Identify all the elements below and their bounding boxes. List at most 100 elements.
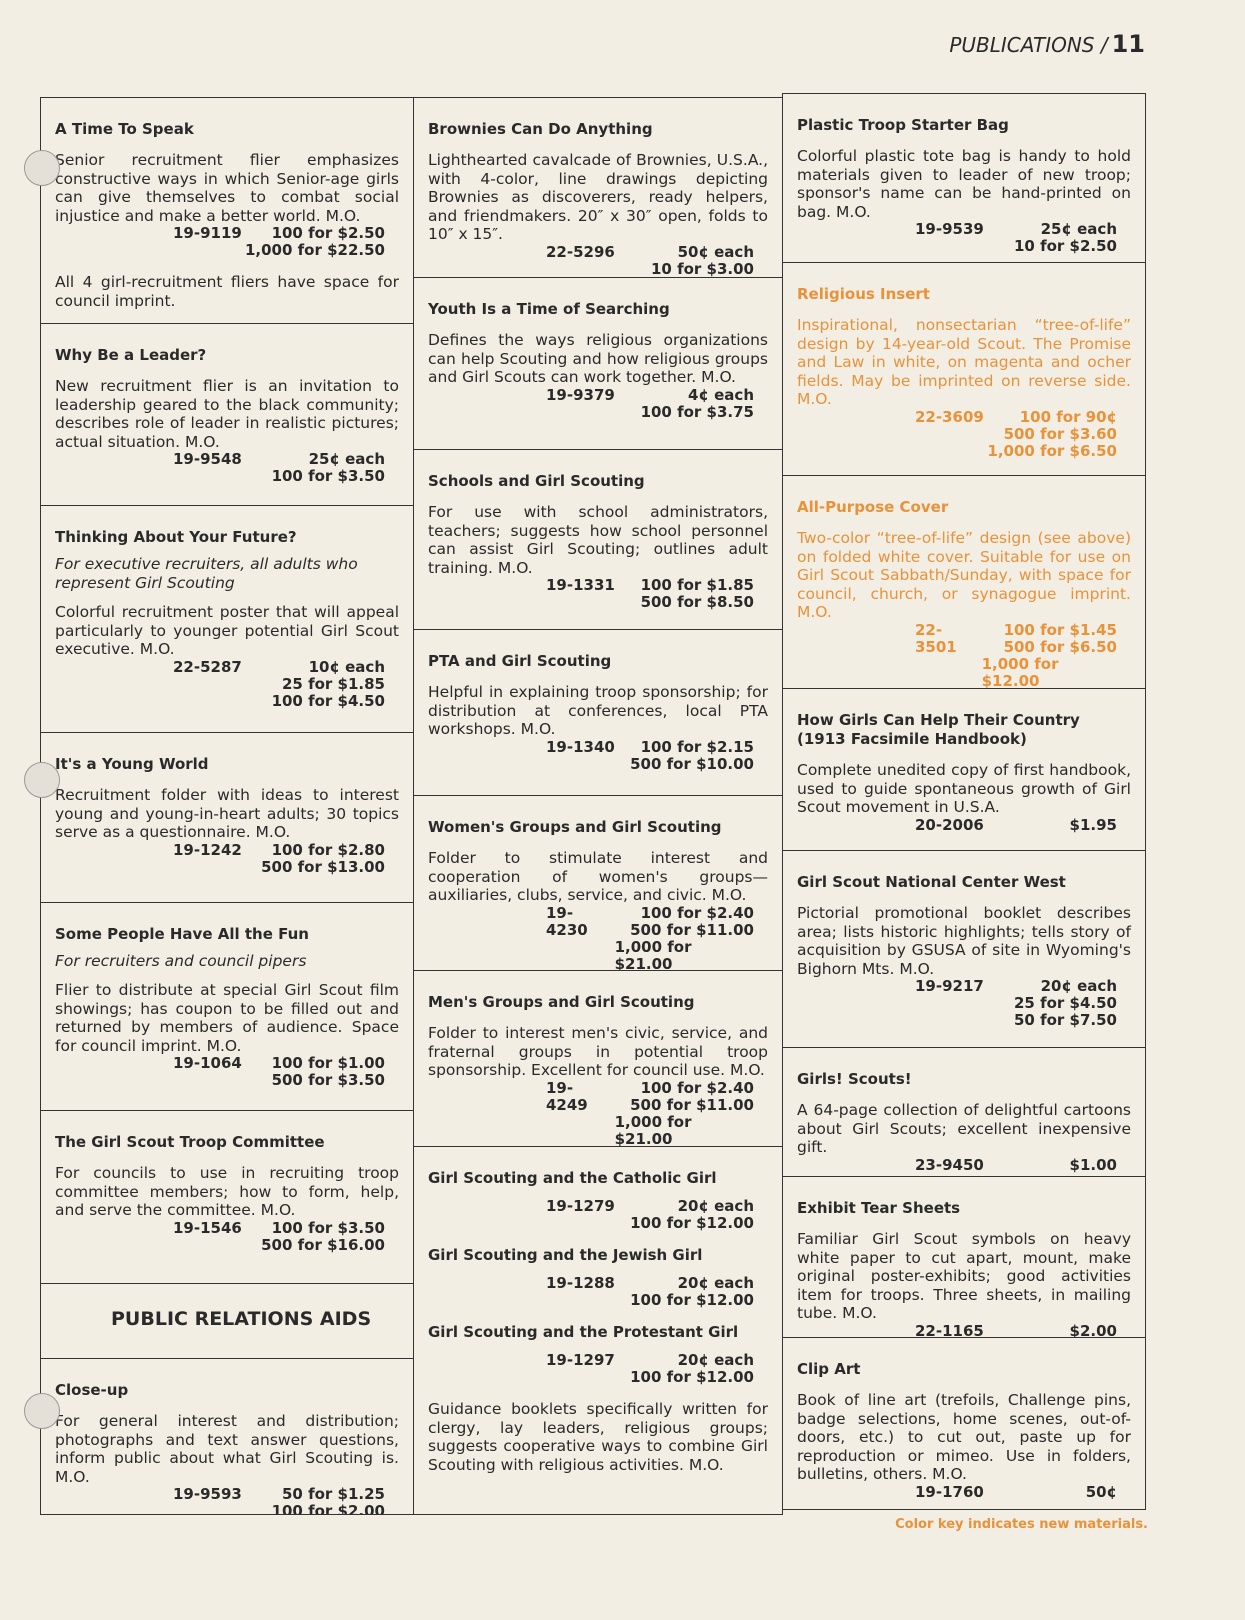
item-note: Guidance booklets specifically written f… xyxy=(428,1400,768,1474)
item-title: Thinking About Your Future? xyxy=(55,528,297,546)
price: 500 for $8.50 xyxy=(640,593,754,611)
price-list: 20¢ each 100 for $12.00 xyxy=(630,1275,754,1309)
item-description: Two-color “tree-of-life” design (see abo… xyxy=(797,529,1131,621)
price: 1,000 for $22.50 xyxy=(244,241,385,259)
item-description: Colorful plastic tote bag is handy to ho… xyxy=(797,147,1131,221)
item-title: Some People Have All the Fun xyxy=(55,925,309,943)
item-code: 19-1546 xyxy=(173,1218,242,1237)
item-title: All-Purpose Cover xyxy=(797,498,949,516)
price: 100 for $12.00 xyxy=(630,1368,754,1386)
item-code: 19-1279 xyxy=(546,1197,615,1215)
item-title: Clip Art xyxy=(797,1360,861,1378)
item-title: Why Be a Leader? xyxy=(55,346,207,364)
order-row: 19-1297 20¢ each 100 for $12.00 xyxy=(428,1352,768,1386)
price-list: 20¢ each 25 for $4.50 50 for $7.50 xyxy=(1014,978,1117,1029)
item-title: Youth Is a Time of Searching xyxy=(428,300,670,318)
price-list: 100 for $1.45 500 for $6.50 1,000 for $12.… xyxy=(982,620,1117,688)
item-title: Brownies Can Do Anything xyxy=(428,120,653,138)
price: 20¢ each xyxy=(677,1351,754,1369)
price: 10 for $2.50 xyxy=(1014,237,1117,255)
item-box: Plastic Troop Starter Bag Colorful plasti… xyxy=(783,93,1145,262)
price: 25¢ each xyxy=(1040,220,1117,238)
item-description: For use with school administrators, teac… xyxy=(428,503,768,577)
price: 10¢ each xyxy=(308,657,385,676)
item-title: Girl Scouting and the Jewish Girl xyxy=(428,1246,703,1264)
price: 25¢ each xyxy=(308,450,385,468)
section-heading: PUBLIC RELATIONS AIDS xyxy=(111,1308,372,1330)
price: 50 for $7.50 xyxy=(1014,1011,1117,1029)
item-code: 19-4249 xyxy=(546,1078,588,1114)
page-header: PUBLICATIONS /11 xyxy=(949,30,1145,58)
item-box: Youth Is a Time of Searching Defines the … xyxy=(414,277,782,449)
order-row: 19-9379 4¢ each 100 for $3.75 xyxy=(428,386,768,421)
price: 50¢ xyxy=(1085,1482,1117,1501)
item-description: Helpful in explaining troop sponsorship;… xyxy=(428,683,768,738)
price: 20¢ each xyxy=(677,1197,754,1215)
order-row: 22-1165 $2.00 xyxy=(797,1321,1131,1337)
order-row: 19-1331 100 for $1.85 500 for $8.50 xyxy=(428,577,768,611)
item-note: All 4 girl-recruitment fliers have space… xyxy=(55,273,399,310)
punch-hole xyxy=(24,150,60,186)
item-code: 22-3609 xyxy=(915,407,984,426)
order-row: 19-9593 50 for $1.25 100 for $2.00 xyxy=(55,1486,399,1515)
price-list: 50¢ each 10 for $3.00 xyxy=(651,243,754,277)
price-list: 100 for $3.50 500 for $16.00 xyxy=(261,1218,385,1254)
order-row: 22-3609 100 for 90¢ 500 for $3.60 1,000 for… xyxy=(797,407,1131,460)
order-row: 20-2006 $1.95 xyxy=(797,816,1131,834)
price: 10 for $3.00 xyxy=(651,259,754,277)
item-box: Religious Insert Inspirational, nonsectar… xyxy=(783,262,1145,475)
item-box: Some People Have All the Fun For recruite… xyxy=(41,902,413,1110)
order-row: 19-1760 50¢ xyxy=(797,1482,1131,1501)
item-title: Schools and Girl Scouting xyxy=(428,472,645,490)
order-row: 19-1340 100 for $2.15 500 for $10.00 xyxy=(428,737,768,773)
item-code: 22-5296 xyxy=(546,242,615,261)
price: 500 for $3.50 xyxy=(271,1071,385,1089)
item-code: 23-9450 xyxy=(915,1155,984,1174)
item-box: Why Be a Leader? New recruitment flier is… xyxy=(41,323,413,505)
price-list: 100 for $2.50 1,000 for $22.50 xyxy=(245,225,385,259)
price: 50 for $1.25 xyxy=(282,1485,385,1503)
item-code: 19-9593 xyxy=(173,1485,242,1503)
item-description: Senior recruitment flier emphasizes cons… xyxy=(55,151,399,225)
item-title: PTA and Girl Scouting xyxy=(428,652,612,670)
price-list: 4¢ each 100 for $3.75 xyxy=(641,386,754,421)
item-code: 19-1760 xyxy=(915,1482,984,1501)
item-description: For general interest and distribution; p… xyxy=(55,1412,399,1486)
section-name: PUBLICATIONS / xyxy=(949,33,1108,57)
item-code: 19-1242 xyxy=(173,840,242,859)
price: 500 for $11.00 xyxy=(630,1095,754,1114)
item-code: 19-9119 xyxy=(173,224,242,242)
price: 100 for $12.00 xyxy=(630,1214,754,1232)
order-row: 19-1064 100 for $1.00 500 for $3.50 xyxy=(55,1055,399,1089)
item-description: A 64-page collection of delightful carto… xyxy=(797,1101,1131,1156)
footer: Color key indicates new materials. xyxy=(895,1517,1148,1532)
item-box: PTA and Girl Scouting Helpful in explaini… xyxy=(414,629,782,795)
column: A Time To Speak Senior recruitment flier … xyxy=(40,97,414,1515)
item-code: 19-1064 xyxy=(173,1054,242,1072)
item-box: Clip Art Book of line art (trefoils, Chal… xyxy=(783,1337,1145,1510)
price: $2.00 xyxy=(1069,1321,1117,1337)
item-description: Familiar Girl Scout symbols on heavy whi… xyxy=(797,1230,1131,1322)
price: 100 for $1.45 xyxy=(1003,620,1117,639)
price: 100 for $3.50 xyxy=(271,1218,385,1237)
item-box: Brownies Can Do Anything Lighthearted cav… xyxy=(414,97,782,277)
price-list: 50¢ xyxy=(1085,1482,1117,1501)
price: 25 for $4.50 xyxy=(1014,994,1117,1012)
item-box: Thinking About Your Future? For executive… xyxy=(41,505,413,732)
price-list: 10¢ each 25 for $1.85 100 for $4.50 xyxy=(272,657,385,710)
price: 1,000 for $21.00 xyxy=(614,1112,692,1146)
item-title: The Girl Scout Troop Committee xyxy=(55,1133,325,1151)
price-list: $2.00 xyxy=(1069,1321,1117,1337)
item-box: Close-up For general interest and distrib… xyxy=(41,1358,413,1515)
item-code: 22-1165 xyxy=(915,1321,984,1337)
column: Plastic Troop Starter Bag Colorful plasti… xyxy=(782,93,1146,1510)
price: 100 for $2.50 xyxy=(271,224,385,242)
item-box: All-Purpose Cover Two-color “tree-of-life… xyxy=(783,475,1145,688)
price: 500 for $11.00 xyxy=(630,920,754,939)
price-list: 20¢ each 100 for $12.00 xyxy=(630,1198,754,1232)
price-list: 25¢ each 10 for $2.50 xyxy=(1014,221,1117,255)
item-title: Religious Insert xyxy=(797,285,930,303)
item-code: 19-1340 xyxy=(546,737,615,756)
price: 100 for $2.40 xyxy=(640,903,754,922)
item-description: For councils to use in recruiting troop … xyxy=(55,1164,399,1219)
